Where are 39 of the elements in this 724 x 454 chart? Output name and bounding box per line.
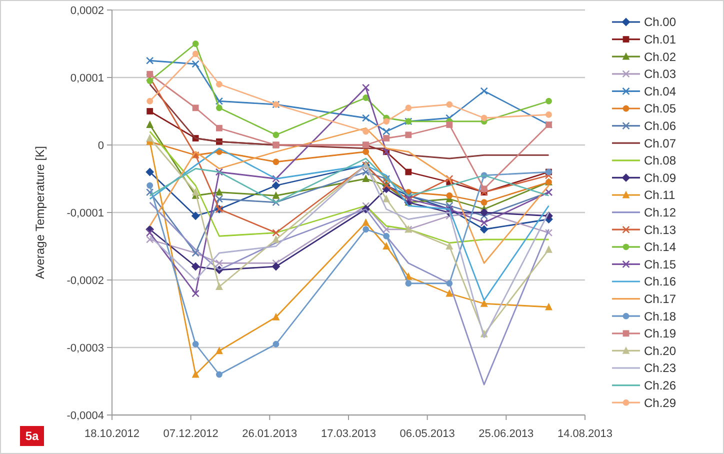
x-tick-label: 14.08.2013 xyxy=(557,428,613,440)
y-tick-label: 0,0002 xyxy=(70,4,104,17)
y-tick-label: 0 xyxy=(98,140,104,152)
x-tick-label: 06.05.2013 xyxy=(400,428,455,440)
legend-label: Ch.16 xyxy=(644,274,676,289)
x-tick-label: 17.03.2013 xyxy=(320,428,376,440)
legend-label: Ch.26 xyxy=(644,378,676,392)
legend-label: Ch.07 xyxy=(644,136,676,150)
legend-label: Ch.04 xyxy=(644,84,676,98)
legend-label: Ch.13 xyxy=(644,222,676,237)
text: 5a xyxy=(25,429,39,444)
x-tick-label: 07.12.2012 xyxy=(163,428,218,440)
legend-label: Ch.00 xyxy=(644,15,676,30)
x-tick-label: 25.06.2013 xyxy=(478,428,534,440)
y-axis-title: Average Temperature [K] xyxy=(33,146,47,279)
y-tick-label: -0,0003 xyxy=(66,342,104,354)
legend-label: Ch.08 xyxy=(644,154,676,168)
legend-label: Ch.09 xyxy=(644,170,676,185)
y-tick-label: -0,0001 xyxy=(66,207,104,220)
legend-label: Ch.15 xyxy=(644,257,676,272)
legend-label: Ch.17 xyxy=(644,292,676,306)
legend-label: Ch.12 xyxy=(644,206,676,220)
legend-label: Ch.11 xyxy=(644,188,676,202)
legend-label: Ch.06 xyxy=(644,119,676,133)
x-tick-label: 26.01.2013 xyxy=(242,428,298,440)
legend-label: Ch.03 xyxy=(644,67,676,82)
legend-label: Ch.05 xyxy=(644,102,676,116)
legend-label: Ch.29 xyxy=(644,396,676,410)
legend-label: Ch.18 xyxy=(644,309,676,324)
legend-label: Ch.19 xyxy=(644,326,676,341)
legend-label: Ch.23 xyxy=(644,361,676,376)
y-tick-label: -0,0004 xyxy=(66,410,104,422)
legend-label: Ch.02 xyxy=(644,50,676,64)
y-tick-label: -0,0002 xyxy=(66,274,104,287)
legend-label: Ch.20 xyxy=(644,344,676,358)
legend-label: Ch.14 xyxy=(644,240,676,254)
x-tick-label: 18.10.2012 xyxy=(84,428,140,440)
y-tick-label: 0,0001 xyxy=(70,72,104,84)
legend-label: Ch.01 xyxy=(644,32,676,46)
